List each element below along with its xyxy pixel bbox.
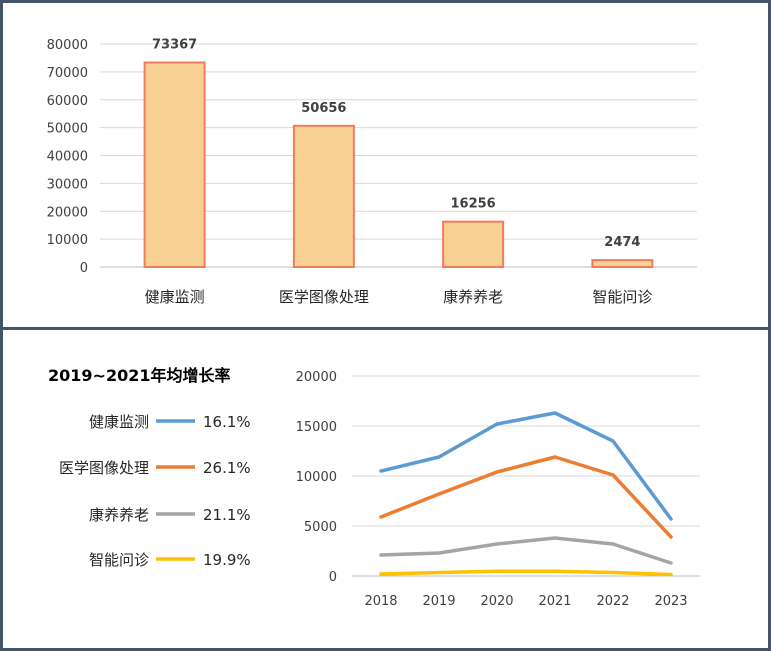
bar-category-label: 智能问诊: [592, 288, 652, 306]
line-gridlines: [352, 375, 700, 577]
line-x-tick-label: 2022: [596, 594, 629, 609]
legend-growth-rate: 26.1%: [203, 459, 251, 477]
bar-category-label: 医学图像处理: [279, 288, 369, 306]
bar-y-tick-label: 70000: [47, 66, 88, 81]
line-x-tick-label: 2019: [422, 594, 455, 609]
line-y-tick-label: 20000: [296, 370, 337, 385]
bar-gridlines: [100, 43, 697, 268]
legend-growth-rate: 21.1%: [203, 506, 251, 524]
bar-data-labels: 73367 50656 16256 2474: [152, 37, 640, 250]
line-series-1: [379, 411, 673, 521]
line-x-axis: 2018 2019 2020 2021 2022 2023: [364, 594, 687, 609]
bar-category-label: 康养养老: [443, 288, 503, 306]
line-series-group: [379, 411, 673, 577]
bar-1: [143, 61, 206, 268]
bar-y-axis: 0 10000 20000 30000 40000 50000 60000 70000 8000…: [47, 38, 88, 276]
bar-chart: 0 10000 20000 30000 40000 50000 60000 70000 8000…: [47, 37, 697, 306]
legend-growth-rate: 19.9%: [203, 551, 251, 569]
bar-y-tick-label: 30000: [47, 177, 88, 192]
bar-y-tick-label: 0: [80, 261, 88, 276]
line-x-tick-label: 2020: [480, 594, 513, 609]
line-y-tick-label: 15000: [296, 420, 337, 435]
bar-y-tick-label: 40000: [47, 150, 88, 165]
line-x-tick-label: 2018: [364, 594, 397, 609]
bar-series: [143, 61, 654, 269]
bar-4: [591, 259, 654, 269]
bar-y-tick-label: 60000: [47, 94, 88, 109]
legend-series-name: 智能问诊: [89, 551, 149, 569]
legend-series-name: 康养养老: [89, 506, 149, 524]
bar-data-label: 50656: [301, 101, 346, 116]
line-y-tick-label: 10000: [296, 470, 337, 485]
line-y-axis: 0 5000 10000 15000 20000: [296, 370, 337, 585]
line-series-3: [379, 536, 673, 565]
legend-title: 2019~2021年均增长率: [48, 366, 230, 385]
bar-data-label: 73367: [152, 37, 197, 52]
line-series-2: [379, 455, 673, 539]
panel-divider: [0, 327, 771, 330]
legend: 健康监测 16.1% 医学图像处理 26.1% 康养养老 21.1% 智能问诊 19.9%: [59, 413, 251, 569]
bar-category-label: 健康监测: [145, 288, 205, 306]
bar-y-tick-label: 10000: [47, 233, 88, 248]
line-x-tick-label: 2023: [654, 594, 687, 609]
line-series-4: [379, 569, 673, 577]
bar-data-label: 2474: [604, 235, 640, 250]
line-y-tick-label: 0: [329, 570, 337, 585]
line-x-tick-label: 2021: [538, 594, 571, 609]
legend-growth-rate: 16.1%: [203, 413, 251, 431]
line-y-tick-label: 5000: [304, 520, 337, 535]
bar-3: [442, 220, 505, 268]
bar-x-axis: 健康监测 医学图像处理 康养养老 智能问诊: [145, 288, 653, 306]
bar-2: [292, 124, 355, 268]
bar-y-tick-label: 20000: [47, 205, 88, 220]
bar-y-tick-label: 80000: [47, 38, 88, 53]
legend-series-name: 医学图像处理: [59, 459, 149, 477]
bar-y-tick-label: 50000: [47, 122, 88, 137]
bar-data-label: 16256: [451, 197, 496, 212]
legend-series-name: 健康监测: [89, 413, 149, 431]
